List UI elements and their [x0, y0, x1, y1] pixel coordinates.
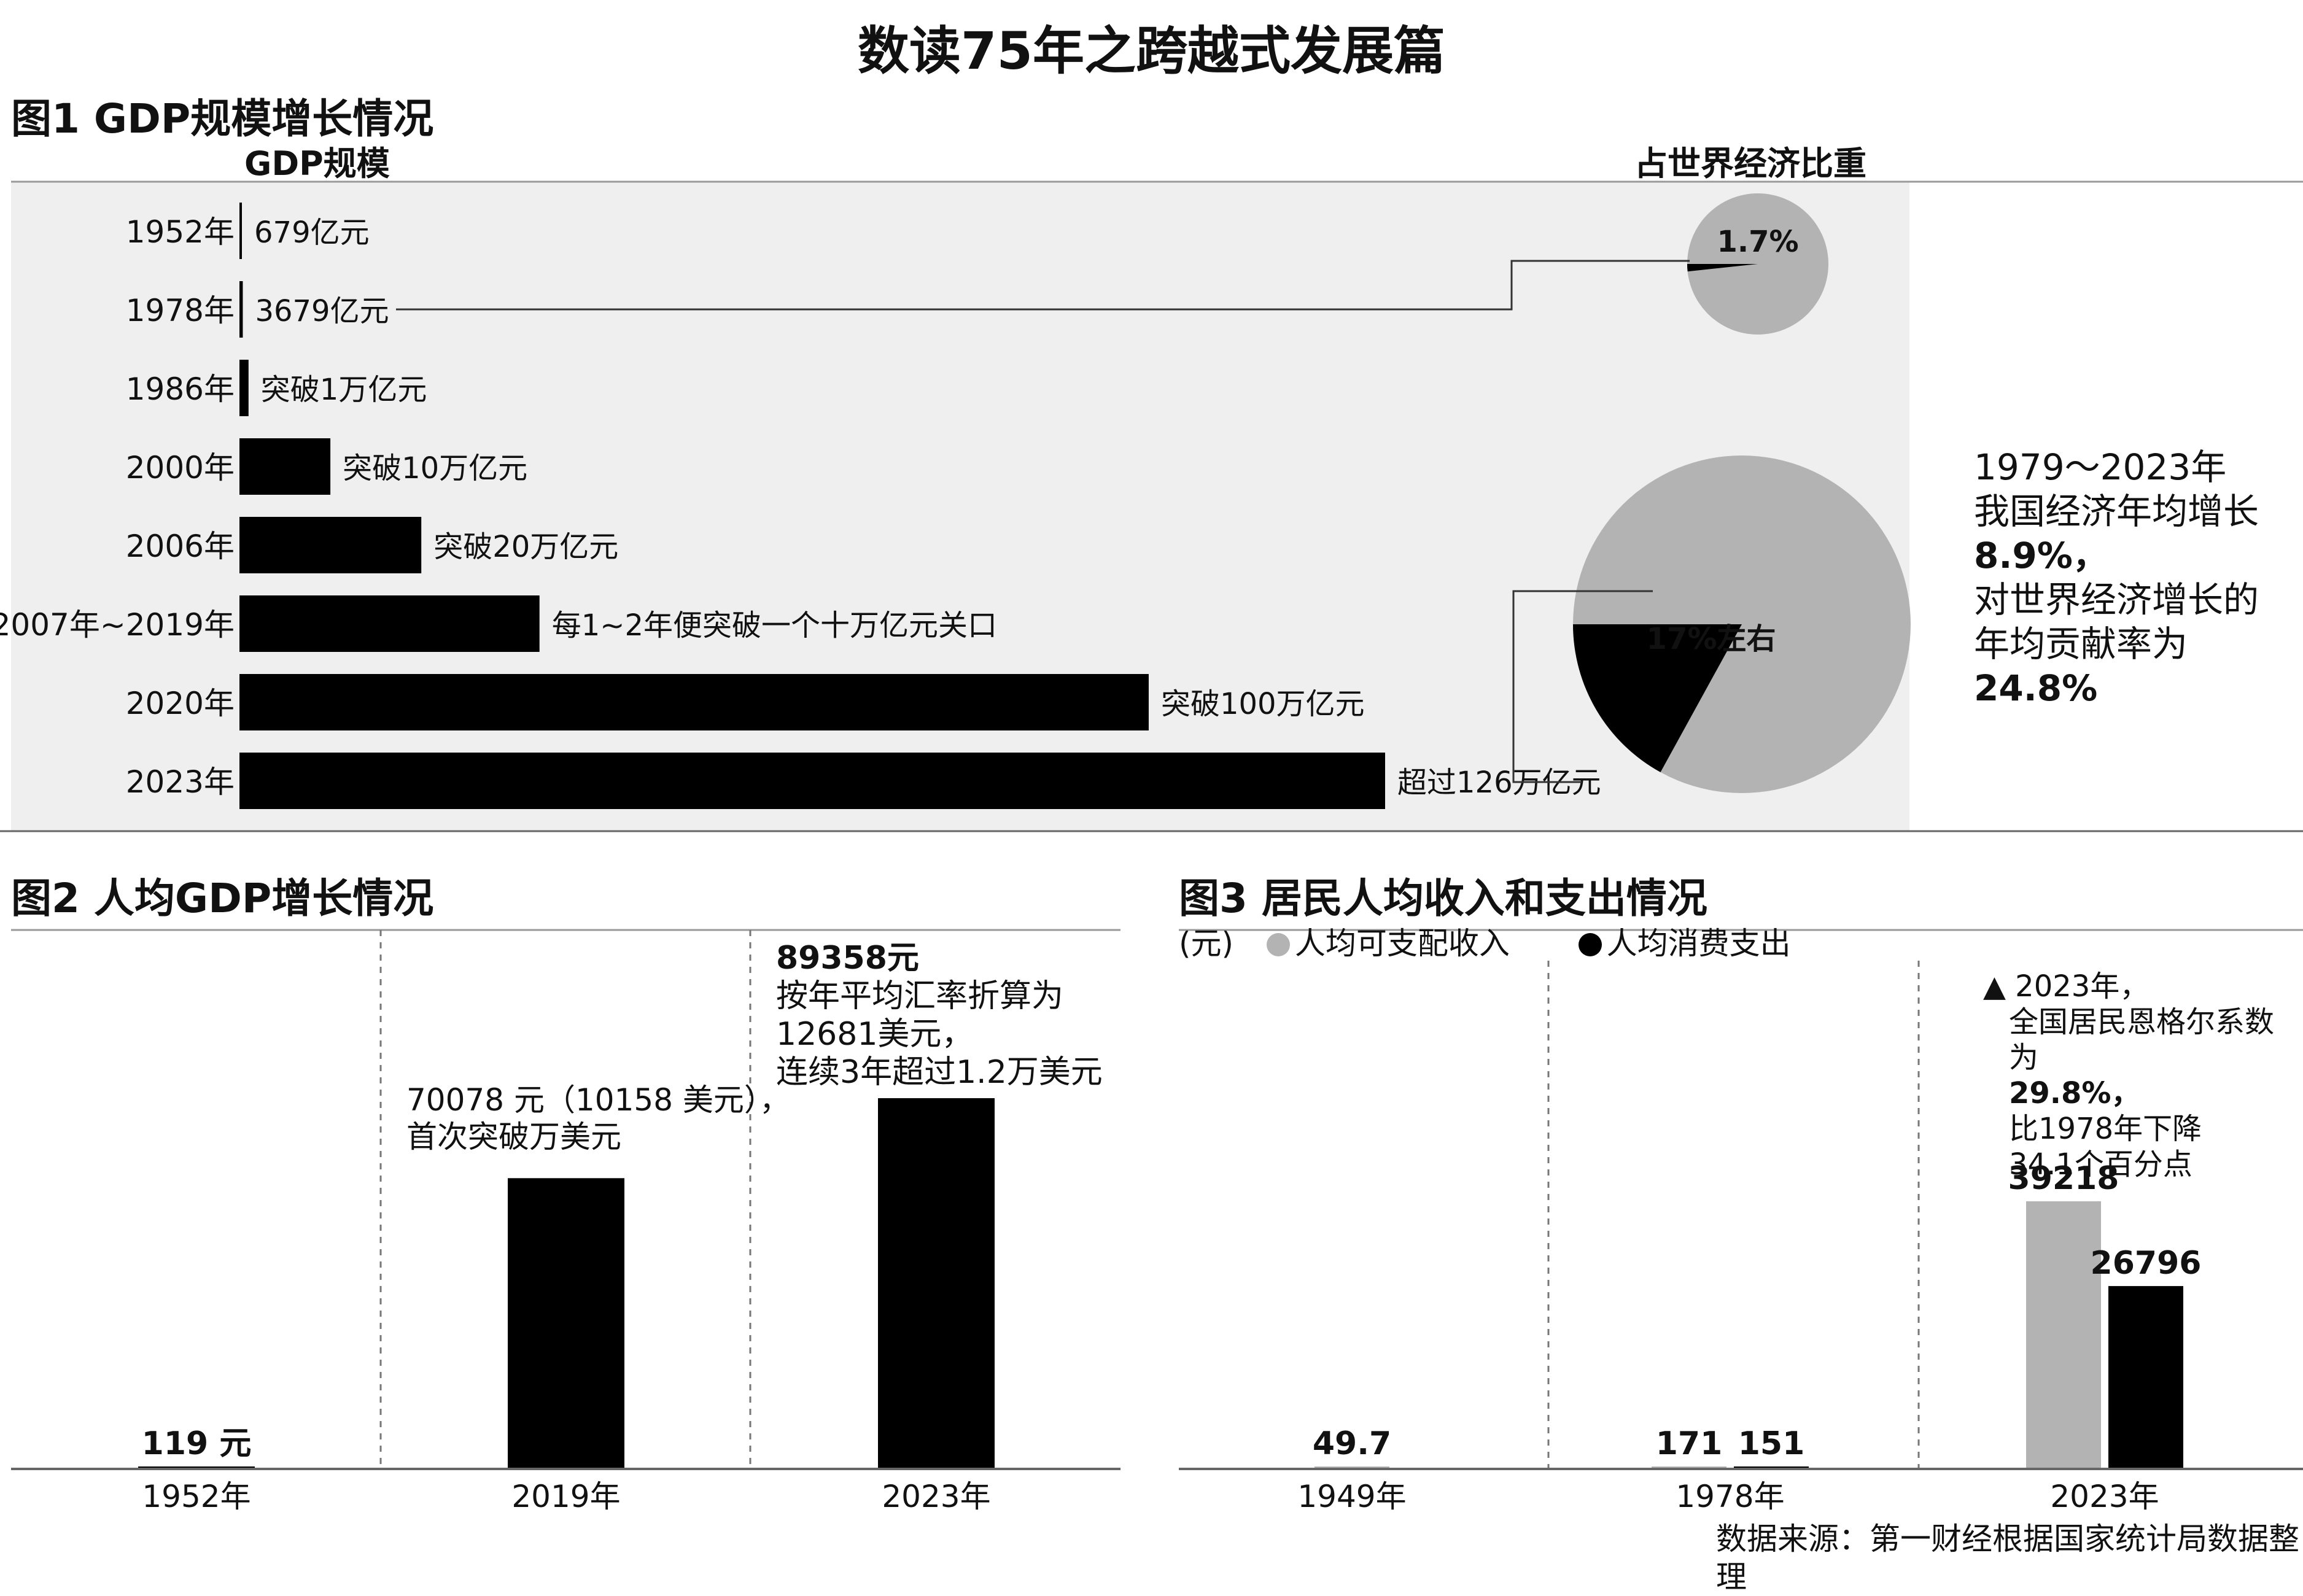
annot-line: 12681美元，: [776, 1016, 974, 1053]
page-title: 数读75年之跨越式发展篇: [858, 21, 1445, 81]
gdp-value-label: 679亿元: [254, 215, 370, 250]
leader-1978: [396, 260, 1690, 311]
annot-line: 70078 元（10158 美元），: [406, 1082, 790, 1118]
fig3-heading: 图3 居民人均收入和支出情况: [1179, 875, 1707, 922]
pcgdp-year-label: 2023年: [882, 1479, 990, 1514]
note-line: 比1978年下降: [2009, 1112, 2202, 1146]
annot-line: 首次突破万美元: [406, 1119, 621, 1155]
legend-income: 人均可支配收入: [1294, 926, 1510, 961]
unit-label: (元): [1179, 926, 1234, 961]
gdp-bar: [239, 674, 1149, 730]
fig3-engel-note: ▲ 2023年， 全国居民恩格尔系数为 29.8%， 比1978年下降 34.1…: [1983, 969, 2303, 1182]
world-1978-pie-slice: [1687, 264, 1758, 272]
fig3-year-label: 1949年: [1297, 1479, 1406, 1514]
fig1-heading: 图1 GDP规模增长情况: [11, 95, 434, 142]
note-line: 年均贡献率为: [1974, 623, 2188, 665]
gdp-bar: [239, 438, 331, 495]
fig3-value-label: 39218: [2008, 1160, 2119, 1197]
note-line: 8.9%，: [1974, 535, 2108, 576]
gdp-bar: [239, 203, 242, 259]
legend-spending: 人均消费支出: [1606, 926, 1791, 961]
annot-line: 连续3年超过1.2万美元: [776, 1054, 1103, 1091]
fig3-value-label: 49.7: [1313, 1425, 1391, 1462]
gdp-year-label: 2007年~2019年: [0, 607, 235, 643]
leader-2023: [1512, 590, 1653, 783]
gdp-year-label: 2020年: [126, 686, 235, 721]
gdp-year-label: 1952年: [126, 214, 235, 250]
note-line: ▲ 2023年，: [1983, 969, 2150, 1004]
legend-gray-dot: [1266, 933, 1290, 956]
pcgdp-bar: [508, 1178, 624, 1469]
pcgdp-year-label: 1952年: [142, 1479, 250, 1514]
note-line: 29.8%，: [2009, 1076, 2141, 1110]
gdp-bar: [239, 517, 422, 573]
fig1-growth-note: 1979～2023年 我国经济年均增长 8.9%， 对世界经济增长的 年均贡献率…: [1974, 445, 2259, 710]
gdp-year-label: 1978年: [126, 293, 235, 328]
gdp-year-label: 1986年: [126, 371, 235, 407]
gdp-bar: [239, 281, 243, 338]
pie-1978-label: 1.7%: [1717, 225, 1798, 259]
pcgdp-year-label: 2019年: [511, 1479, 620, 1514]
gdp-bar: [239, 753, 1385, 809]
gdp-year-label: 2006年: [126, 529, 235, 564]
gdp-bar: [239, 360, 249, 416]
gdp-value-label: 每1~2年便突破一个十万亿元关口: [552, 608, 997, 643]
gdp-value-label: 突破20万亿元: [433, 530, 618, 564]
pcgdp-value-label: 119 元: [142, 1425, 252, 1462]
gdp-bar: [239, 595, 540, 652]
legend-black-dot: [1578, 933, 1602, 956]
fig1-right-label: 占世界经济比重: [1634, 144, 1866, 183]
annot-line: 89358元: [776, 940, 919, 977]
fig3-bar: [2026, 1201, 2101, 1469]
fig3-value-label: 26796: [2091, 1245, 2202, 1282]
pcgdp-bar: [878, 1098, 995, 1469]
note-line: 我国经济年均增长: [1974, 490, 2259, 532]
fig2-annot-2023: 89358元 按年平均汇率折算为 12681美元， 连续3年超过1.2万美元: [776, 939, 1103, 1091]
fig3-legend: (元) 人均可支配收入 人均消费支出: [1179, 924, 1791, 963]
annot-line: 按年平均汇率折算为: [776, 978, 1064, 1015]
fig3-value-label: 151: [1738, 1425, 1805, 1462]
fig2-heading: 图2 人均GDP增长情况: [11, 875, 434, 922]
world-2023-pie-slice: [1573, 624, 1742, 772]
gdp-value-label: 突破10万亿元: [343, 451, 527, 486]
fig1-left-label: GDP规模: [244, 144, 390, 183]
fig2-annot-2019: 70078 元（10158 美元）， 首次突破万美元: [406, 1082, 790, 1155]
gdp-value-label: 突破1万亿元: [261, 373, 427, 407]
fig3-year-label: 2023年: [2050, 1479, 2159, 1514]
gdp-year-label: 2023年: [126, 764, 235, 800]
note-line: 全国居民恩格尔系数为: [2009, 1005, 2275, 1075]
data-source: 数据来源：第一财经根据国家统计局数据整理: [1716, 1521, 2299, 1595]
note-line: 1979～2023年: [1974, 446, 2227, 488]
pie-2023-label: 17%左右: [1647, 622, 1776, 656]
gdp-value-label: 突破100万亿元: [1161, 687, 1365, 721]
gdp-year-label: 2000年: [126, 450, 235, 486]
note-line: 24.8%: [1974, 667, 2098, 709]
gdp-value-label: 3679亿元: [255, 294, 389, 328]
fig3-bar: [2108, 1286, 2183, 1469]
note-line: 对世界经济增长的: [1974, 579, 2259, 621]
note-line: 34.1个百分点: [2009, 1147, 2192, 1182]
fig3-value-label: 171: [1656, 1425, 1723, 1462]
fig3-year-label: 1978年: [1676, 1479, 1784, 1514]
